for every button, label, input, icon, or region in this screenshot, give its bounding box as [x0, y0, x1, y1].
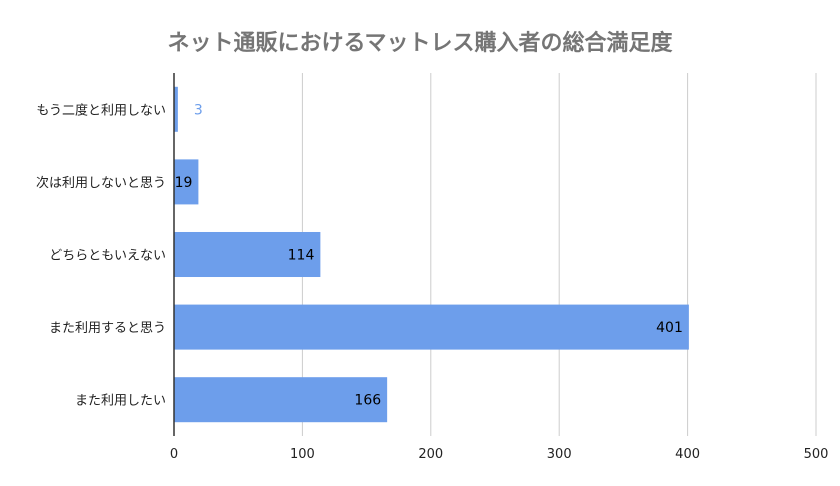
bar [174, 159, 199, 205]
grid-lines [301, 73, 817, 436]
category-label: どちらともいえない [49, 249, 166, 264]
category-label: 次は利用しないと思う [36, 175, 166, 191]
bars [174, 86, 689, 423]
data-label: 3 [194, 102, 203, 118]
x-tick-label: 500 [804, 447, 829, 462]
category-labels: もう二度と利用しない次は利用しないと思うどちらともいえないまた利用すると思うまた… [36, 102, 166, 408]
data-label: 166 [354, 393, 381, 409]
bar [174, 231, 321, 278]
x-tick-label: 0 [170, 447, 178, 462]
bar [174, 377, 388, 423]
category-label: また利用したい [75, 394, 166, 409]
x-tick-label: 300 [547, 447, 572, 462]
data-label: 401 [656, 320, 683, 336]
bar [174, 86, 178, 132]
x-tick-label: 400 [675, 447, 700, 462]
chart-title: ネット通販におけるマットレス購入者の総合満足度 [167, 30, 673, 56]
category-label: もう二度と利用しない [36, 102, 166, 118]
x-tick-label: 200 [418, 447, 443, 462]
data-label: 114 [288, 248, 315, 264]
data-labels: 3 19 114 401 166 [175, 102, 683, 408]
category-label: また利用すると思う [49, 321, 166, 336]
bar [174, 304, 689, 350]
x-tick-label: 100 [290, 447, 315, 462]
data-label: 19 [175, 175, 193, 191]
x-tick-labels: 0 100 200 300 400 500 [170, 447, 829, 462]
